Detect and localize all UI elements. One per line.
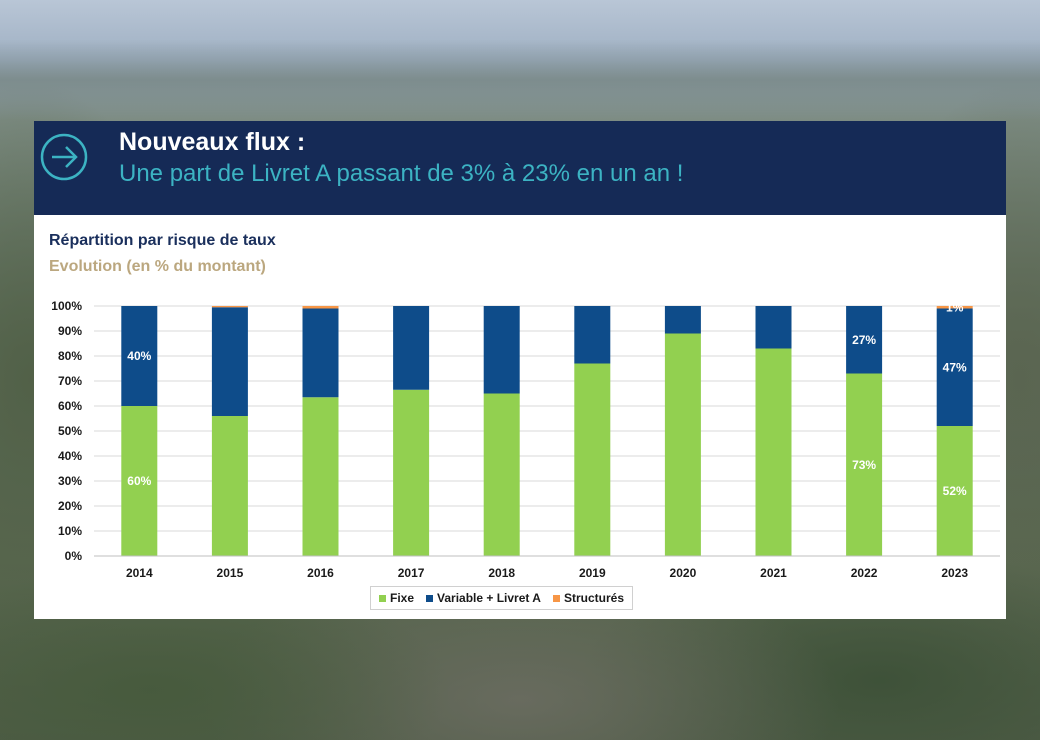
chart-title: Répartition par risque de taux	[49, 232, 276, 249]
x-tick-label: 2022	[851, 566, 878, 580]
data-label: 73%	[852, 458, 876, 472]
bar-variable-livret-a-2021	[755, 306, 792, 349]
legend-item: Variable + Livret A	[426, 591, 541, 605]
x-tick-label: 2017	[398, 566, 425, 580]
data-label: 27%	[852, 333, 876, 347]
y-tick-label: 0%	[65, 549, 83, 563]
legend-swatch	[379, 594, 386, 602]
chart-panel	[34, 215, 1006, 619]
bar-variable-livret-a-2022	[846, 306, 883, 374]
y-tick-label: 100%	[51, 299, 82, 313]
chart-subtitle: Evolution (en % du montant)	[49, 258, 266, 275]
bar-variable-livret-a-2023	[936, 308, 973, 426]
bar-fixe-2015	[211, 416, 248, 556]
bar-variable-livret-a-2020	[664, 306, 701, 334]
legend-label: Structurés	[563, 591, 624, 605]
x-tick-label: 2021	[760, 566, 787, 580]
bar-variable-livret-a-2018	[483, 306, 520, 394]
bar-variable-livret-a-2014	[121, 306, 158, 406]
legend-item: Structurés	[552, 591, 624, 605]
y-tick-label: 70%	[58, 374, 82, 388]
y-tick-label: 90%	[58, 324, 82, 338]
x-tick-label: 2015	[217, 566, 244, 580]
legend-swatch	[426, 594, 434, 602]
y-tick-label: 30%	[58, 474, 82, 488]
data-label: 52%	[943, 484, 967, 498]
bar-variable-livret-a-2019	[574, 306, 611, 364]
y-tick-label: 50%	[58, 424, 82, 438]
legend-item: Fixe	[379, 591, 414, 605]
data-label: 47%	[943, 360, 967, 374]
bar-variable-livret-a-2016	[302, 308, 339, 398]
bar-fixe-2018	[483, 393, 520, 556]
y-tick-label: 40%	[58, 449, 82, 463]
arrow-right-circle-icon	[40, 133, 88, 181]
legend-label: Variable + Livret A	[437, 591, 541, 605]
bar-fixe-2014	[121, 406, 158, 556]
bar-structur-s-2023	[936, 306, 973, 309]
data-label: 1%	[946, 300, 964, 314]
x-tick-label: 2023	[941, 566, 968, 580]
bar-fixe-2023	[936, 426, 973, 556]
x-tick-label: 2020	[670, 566, 697, 580]
bar-variable-livret-a-2015	[211, 307, 248, 416]
bar-fixe-2022	[846, 373, 883, 556]
bar-structur-s-2015	[211, 306, 248, 308]
data-label: 60%	[127, 474, 151, 488]
data-label: 40%	[127, 349, 151, 363]
bar-fixe-2020	[664, 333, 701, 556]
legend-swatch	[552, 594, 560, 602]
x-tick-label: 2014	[126, 566, 153, 580]
bar-fixe-2016	[302, 397, 339, 556]
slide-header: Nouveaux flux : Une part de Livret A pas…	[34, 121, 1006, 215]
x-tick-label: 2016	[307, 566, 334, 580]
y-tick-label: 80%	[58, 349, 82, 363]
chart-legend: Fixe Variable + Livret A Structurés	[370, 586, 633, 610]
bar-fixe-2017	[393, 389, 430, 556]
bar-fixe-2021	[755, 348, 792, 556]
y-tick-label: 60%	[58, 399, 82, 413]
bar-variable-livret-a-2017	[393, 306, 430, 390]
slide-subtitle: Une part de Livret A passant de 3% à 23%…	[119, 160, 684, 187]
legend-label: Fixe	[390, 591, 415, 605]
x-tick-label: 2019	[579, 566, 606, 580]
bar-fixe-2019	[574, 363, 611, 556]
bar-structur-s-2016	[302, 306, 339, 309]
x-tick-label: 2018	[488, 566, 515, 580]
y-tick-label: 20%	[58, 499, 82, 513]
y-tick-label: 10%	[58, 524, 82, 538]
slide-title: Nouveaux flux :	[119, 128, 306, 156]
